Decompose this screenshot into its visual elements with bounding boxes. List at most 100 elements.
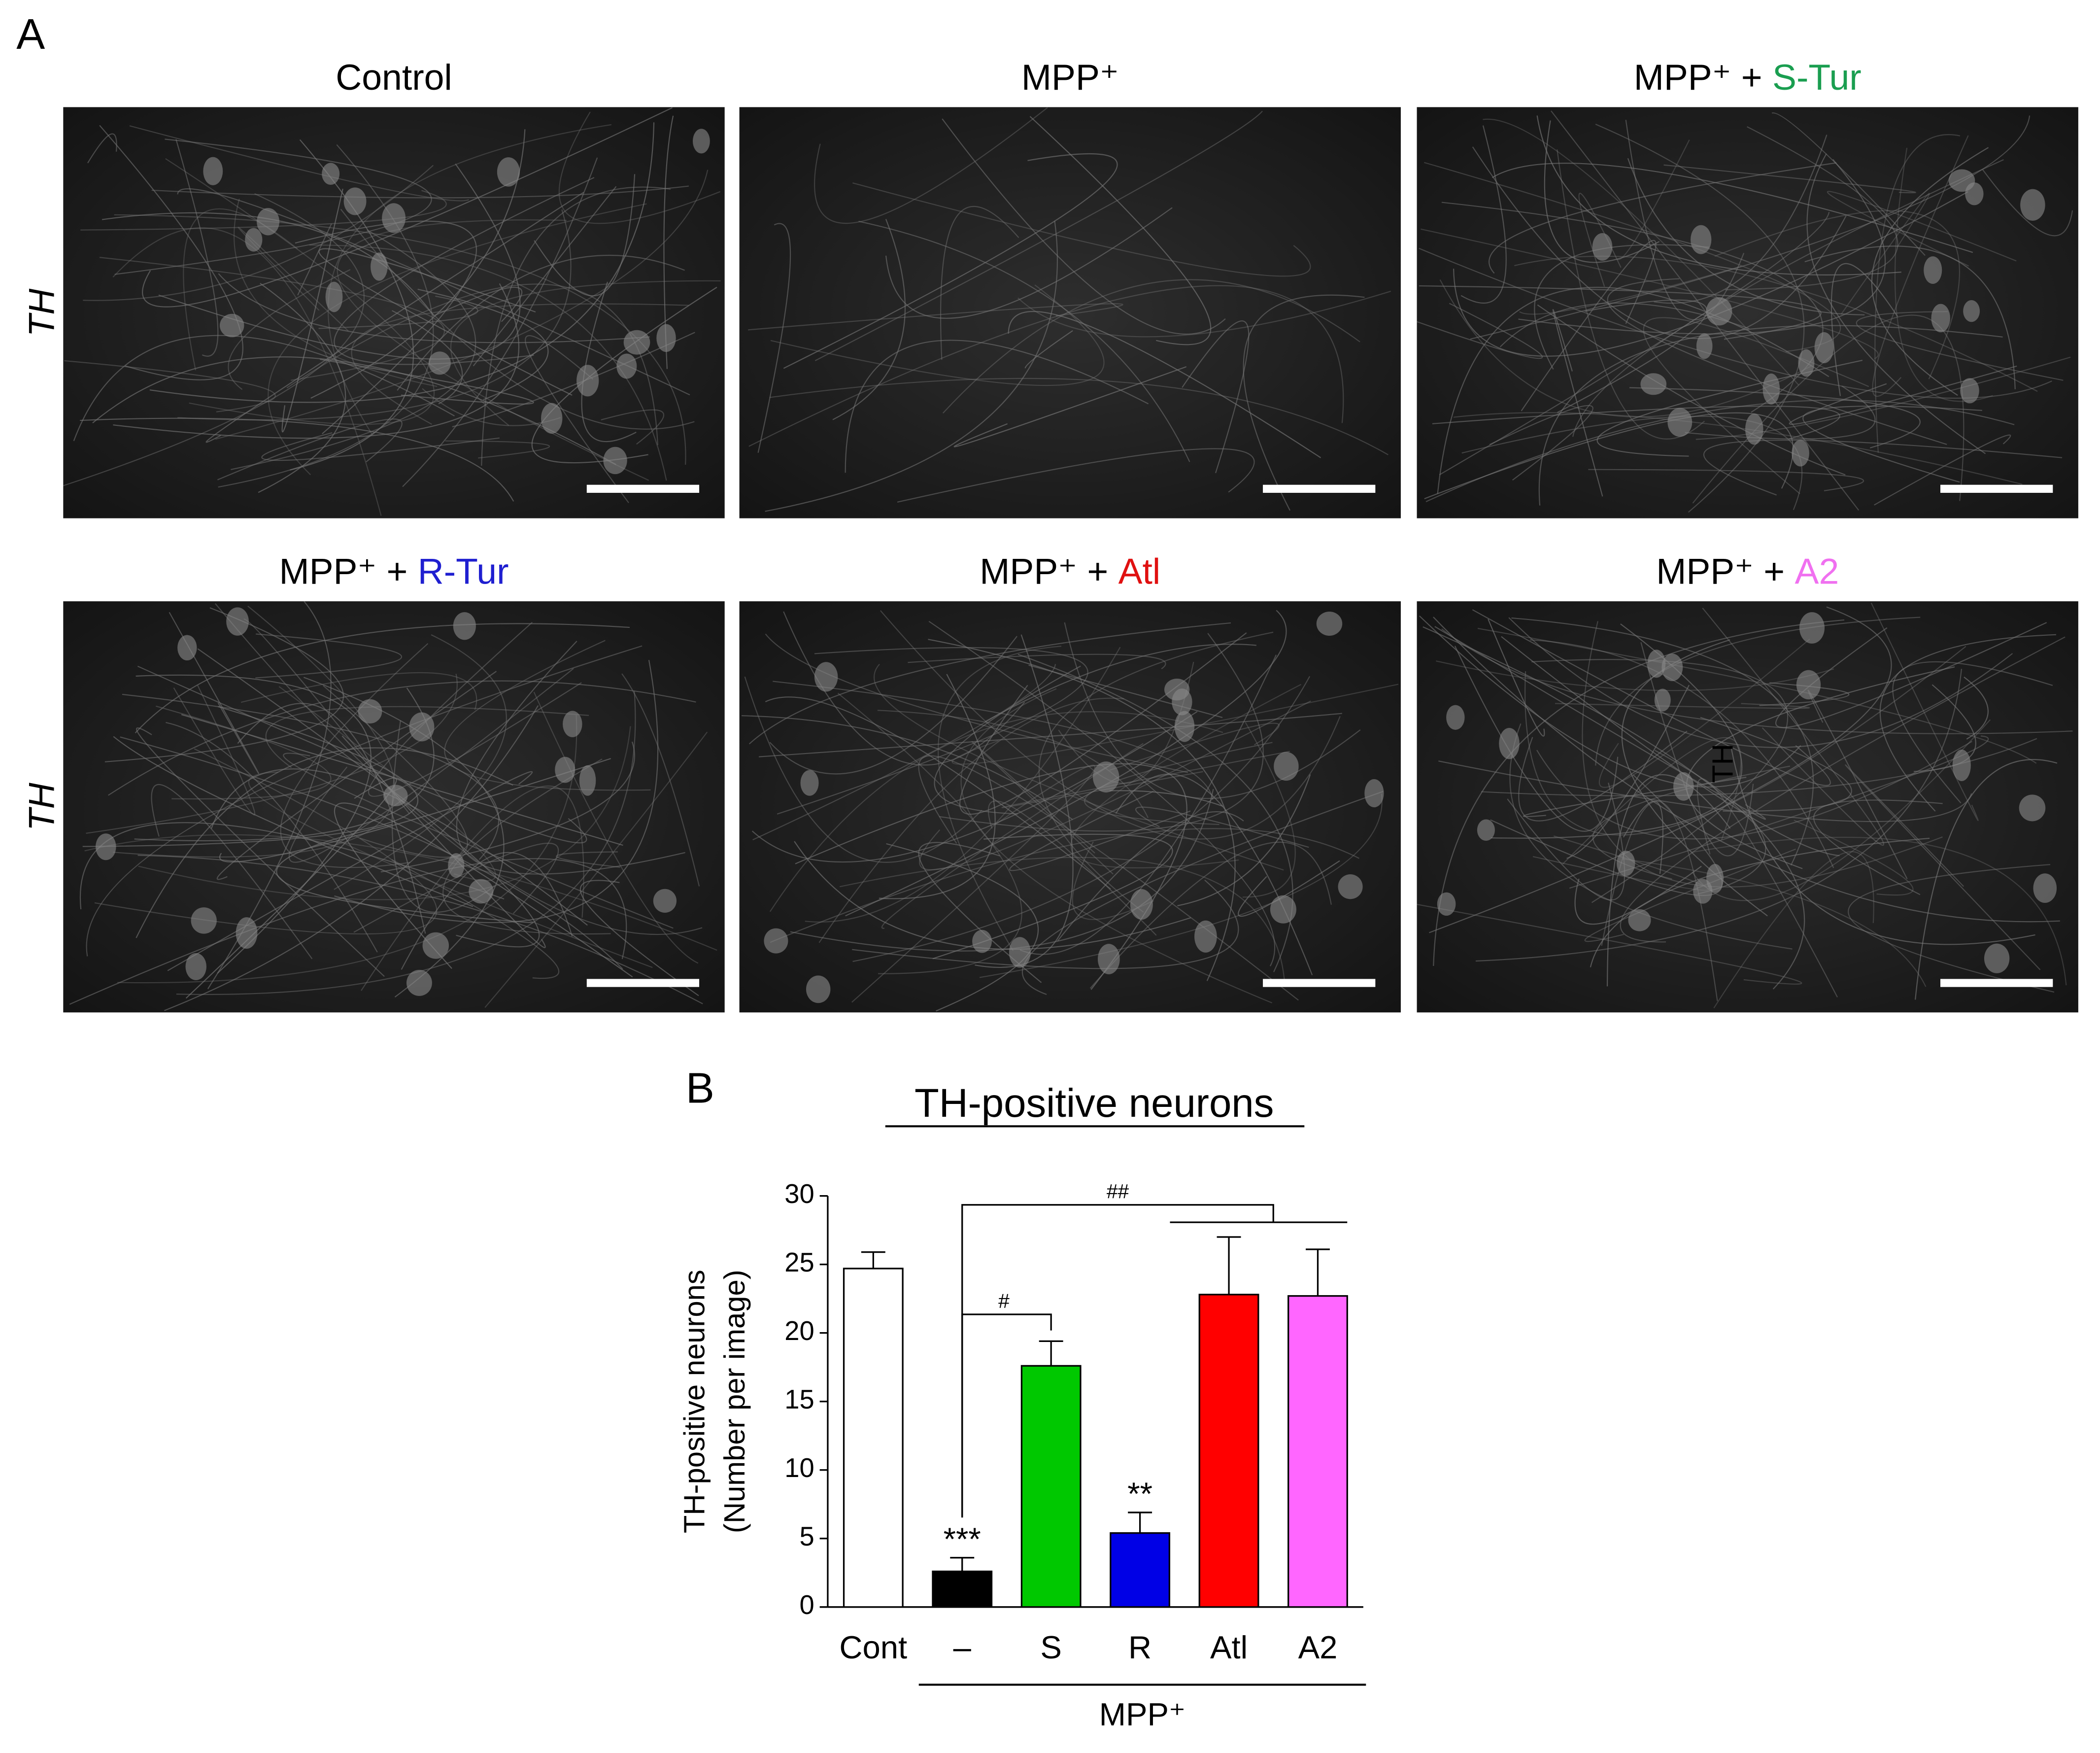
neurite — [1654, 135, 1828, 304]
neurite — [1507, 783, 1626, 900]
neurite — [1417, 903, 1802, 985]
title-part: MPP⁺ + — [1634, 57, 1772, 98]
cell-body — [245, 228, 263, 252]
bracket — [961, 1204, 1274, 1518]
x-tick-label: R — [1128, 1629, 1152, 1665]
neurite — [918, 755, 1299, 1001]
neurite — [1692, 836, 2067, 986]
neurite — [1038, 631, 1274, 913]
cell-body — [972, 929, 992, 953]
cell-body — [96, 833, 116, 860]
panel-title: MPP⁺ + Atl — [980, 551, 1160, 592]
neurite — [971, 741, 1114, 875]
x-tick-label: – — [953, 1629, 972, 1665]
neurite — [558, 111, 721, 224]
neurite — [769, 711, 1223, 912]
neurite — [268, 203, 647, 476]
cell-body — [603, 447, 627, 475]
cell-body — [428, 351, 451, 375]
neurite — [167, 771, 533, 971]
cell-body — [1592, 233, 1613, 261]
neurite — [984, 644, 1257, 722]
cell-body — [1316, 611, 1343, 636]
neurite — [334, 802, 633, 978]
bar — [1198, 1294, 1259, 1608]
neurite — [207, 601, 332, 990]
title-part: MPP⁺ + — [980, 551, 1118, 592]
neurite — [135, 623, 630, 733]
y-tick-label: 20 — [784, 1316, 814, 1346]
neurite — [765, 220, 1058, 512]
neurite — [337, 219, 649, 481]
neurite — [525, 335, 629, 503]
neurite — [456, 641, 685, 875]
cell-body — [219, 313, 244, 338]
neurite — [261, 432, 500, 461]
neurite — [1417, 303, 1543, 359]
neurite — [104, 607, 344, 762]
neurite — [166, 722, 378, 953]
neurite — [1872, 135, 1969, 397]
neurite — [1028, 664, 1223, 718]
neurite — [814, 110, 1263, 361]
neurite — [102, 212, 435, 317]
panel-title: Control — [336, 57, 452, 98]
y-tick-label: 0 — [800, 1590, 814, 1620]
neurite — [959, 632, 1247, 815]
neurite — [149, 122, 655, 403]
neurite — [556, 851, 620, 868]
significance-label: ** — [1127, 1476, 1152, 1512]
neurite — [1874, 134, 1961, 453]
neurite — [176, 691, 636, 995]
micrograph — [739, 601, 1401, 1013]
bar — [843, 1268, 904, 1608]
neurite — [938, 646, 1062, 951]
cell-body — [623, 330, 650, 355]
neurite — [1714, 210, 1960, 379]
neurite — [1892, 661, 2053, 804]
neurite — [874, 663, 1284, 871]
neurite — [217, 418, 403, 481]
cell-body — [325, 281, 343, 312]
neurite — [297, 223, 332, 296]
neurite — [1627, 158, 1865, 316]
neurite — [1423, 626, 1805, 990]
panel-title: MPP⁺ — [1021, 57, 1119, 98]
neurite — [752, 664, 1056, 841]
cell-body — [343, 187, 367, 215]
neurite — [286, 283, 658, 446]
micrograph — [739, 107, 1401, 518]
neurite — [1434, 626, 1766, 820]
cell-body — [1617, 851, 1635, 876]
cell-body — [1437, 892, 1456, 916]
neurite — [790, 789, 1214, 952]
cell-body — [422, 932, 449, 959]
neurite — [765, 696, 1111, 890]
neurite — [852, 676, 1311, 962]
cell-body — [692, 129, 710, 154]
neurite — [108, 680, 696, 796]
neurite — [442, 758, 611, 935]
neurite — [770, 828, 1359, 943]
neurite — [92, 356, 616, 465]
neurite — [885, 207, 1173, 319]
neurite — [197, 648, 540, 948]
neurite — [795, 763, 1187, 990]
cell-body — [1274, 752, 1299, 781]
cell-body — [1194, 920, 1217, 953]
neurite — [663, 115, 674, 369]
neurite — [1521, 240, 1657, 412]
neurite — [318, 295, 478, 329]
neurite — [757, 223, 791, 453]
cell-body — [541, 403, 563, 434]
row-label: TH — [22, 782, 62, 831]
panel-title: MPP⁺ + S-Tur — [1634, 57, 1862, 98]
cell-body — [469, 879, 494, 904]
neurite — [1845, 764, 2041, 970]
neurite — [1029, 116, 1212, 345]
neurite — [1588, 469, 1864, 491]
y-tick-label: 10 — [784, 1453, 814, 1483]
neurite — [481, 186, 671, 466]
cell-body — [1963, 300, 1980, 322]
neurite — [979, 793, 1383, 978]
